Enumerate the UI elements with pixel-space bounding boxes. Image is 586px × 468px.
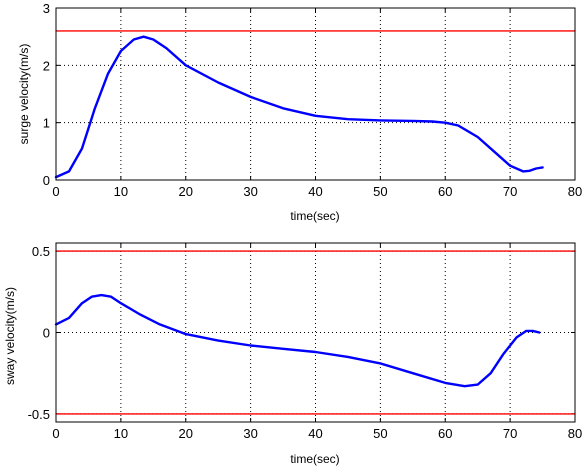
surge-x-tick-label: 0: [52, 184, 59, 199]
sway-x-tick-label: 20: [179, 426, 193, 441]
sway-velocity-line: [54, 293, 541, 388]
surge-x-tick-label: 40: [308, 184, 322, 199]
surge-velocity-plot: time(sec) surge velocity(m/s) 0 10 20 30 40 5…: [17, 1, 582, 223]
surge-x-tick-label: 20: [179, 184, 193, 199]
surge-y-axis-label: surge velocity(m/s): [17, 44, 31, 145]
sway-x-tick-label: 60: [438, 426, 452, 441]
sway-y-tick-label: 0: [43, 326, 50, 341]
sway-velocity-plot: time(sec) sway velocity(m/s) 0 10 20 30 40 50…: [3, 242, 582, 466]
sway-x-tick-label: 50: [373, 426, 387, 441]
sway-x-axis-label: time(sec): [290, 452, 339, 466]
surge-y-tick-label: 0: [43, 173, 50, 188]
surge-x-tick-label: 10: [114, 184, 128, 199]
surge-axes-frame: [55, 7, 576, 181]
sway-x-tick-label: 80: [568, 426, 582, 441]
surge-x-tick-label: 60: [438, 184, 452, 199]
surge-velocity-line: [54, 35, 544, 179]
surge-x-tick-label: 80: [568, 184, 582, 199]
sway-x-tick-label: 10: [114, 426, 128, 441]
sway-x-tick-label: 30: [243, 426, 257, 441]
sway-x-tick-label: 70: [503, 426, 517, 441]
surge-x-tick-label: 50: [373, 184, 387, 199]
surge-x-axis-label: time(sec): [290, 209, 339, 223]
sway-x-tick-label: 40: [308, 426, 322, 441]
sway-axes-frame: [55, 242, 576, 423]
surge-y-tick-label: 1: [43, 116, 50, 131]
sway-y-axis-label: sway velocity(m/s): [3, 287, 17, 385]
surge-x-tick-label: 30: [243, 184, 257, 199]
surge-y-tick-label: 3: [43, 1, 50, 16]
sway-y-tick-label: 0.5: [32, 244, 50, 259]
sway-x-tick-label: 0: [52, 426, 59, 441]
sway-y-tick-label: -0.5: [28, 407, 50, 422]
surge-y-tick-label: 2: [43, 58, 50, 73]
surge-x-tick-label: 70: [503, 184, 517, 199]
